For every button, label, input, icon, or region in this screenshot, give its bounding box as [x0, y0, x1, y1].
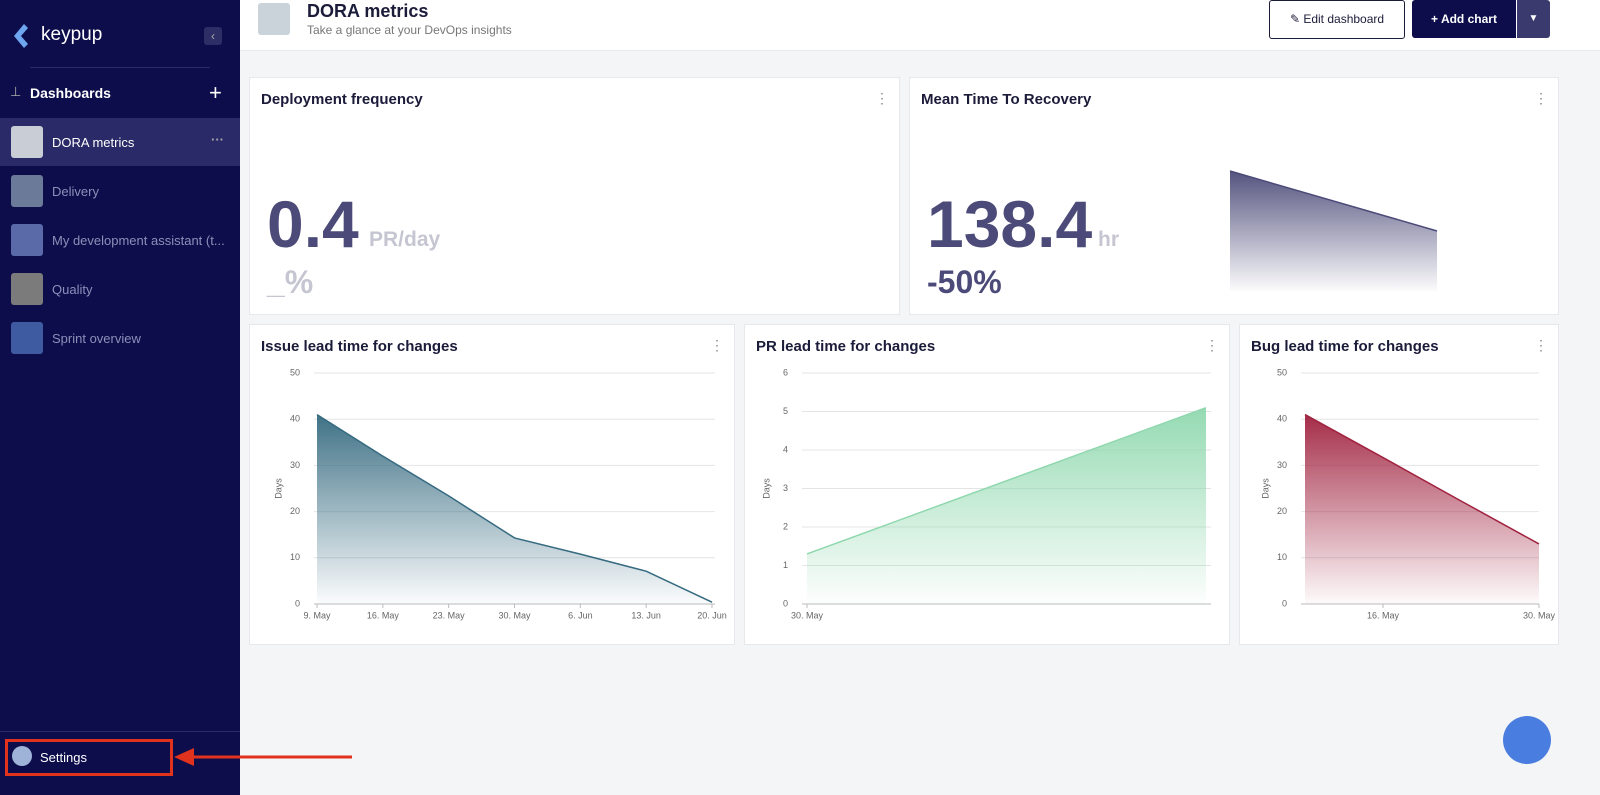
- collapse-button[interactable]: ‹: [204, 27, 222, 45]
- x-tick-label: 30. May: [1523, 610, 1556, 620]
- y-tick-label: 20: [290, 506, 300, 516]
- widget: Deployment frequency ⋮ 0.4 PR/day _%: [249, 77, 900, 315]
- x-tick-label: 30. May: [498, 610, 531, 620]
- y-tick-label: 30: [1277, 460, 1287, 470]
- y-axis-label: Days: [273, 478, 283, 499]
- divider: [30, 67, 210, 68]
- x-tick-label: 13. Jun: [631, 610, 661, 620]
- x-tick-label: 16. May: [367, 610, 400, 620]
- metric-unit: hr: [1098, 228, 1119, 251]
- x-tick-label: 16. May: [1367, 610, 1400, 620]
- widget-menu[interactable]: ⋮: [1534, 90, 1548, 106]
- y-tick-label: 30: [290, 460, 300, 470]
- nav-item[interactable]: DORA metrics ···: [0, 118, 240, 166]
- widget-menu[interactable]: ⋮: [1205, 337, 1219, 353]
- add-dashboard[interactable]: +: [209, 80, 222, 105]
- line: [1229, 170, 1438, 232]
- widget-menu[interactable]: ⋮: [710, 337, 724, 353]
- chat-button[interactable]: [1503, 716, 1551, 764]
- line: [316, 413, 713, 603]
- page-title: DORA metrics: [307, 1, 429, 21]
- x-tick-label: 6. Jun: [568, 610, 593, 620]
- y-tick-label: 1: [783, 560, 788, 570]
- metric-value: 0.4: [267, 187, 359, 261]
- nav-item[interactable]: My development assistant (t...: [0, 216, 240, 264]
- area: [317, 414, 712, 604]
- brand: keypup: [41, 24, 103, 45]
- metric-unit: PR/day: [369, 228, 441, 251]
- area: [1230, 171, 1437, 291]
- x-tick-label: 30. May: [791, 610, 824, 620]
- widget-title: PR lead time for changes: [756, 338, 936, 355]
- sidebar: keypup ‹ ⊥ Dashboards + DORA metrics ··· …: [0, 0, 240, 795]
- widget-title: Issue lead time for changes: [261, 338, 458, 355]
- divider: [0, 731, 240, 732]
- area: [1305, 414, 1539, 604]
- widget-menu[interactable]: ⋮: [1534, 337, 1548, 353]
- nav-item[interactable]: Quality: [0, 265, 240, 313]
- chart: 0 10 20 30 40 50 Days 9. May 16. May 23. May 30. M…: [273, 367, 727, 620]
- y-tick-label: 20: [1277, 506, 1287, 516]
- metric-change: _%: [267, 264, 314, 300]
- y-tick-label: 2: [783, 521, 788, 531]
- y-tick-label: 10: [1277, 552, 1287, 562]
- logo-icon: [14, 24, 28, 48]
- widget: Bug lead time for changes ⋮ 0 10 20 30 40 50 Da…: [1239, 324, 1559, 645]
- top-bar: DORA metrics Take a glance at your DevOp…: [240, 0, 1600, 51]
- page-subtitle: Take a glance at your DevOps insights: [307, 23, 512, 37]
- y-axis-label: Days: [1260, 478, 1270, 499]
- y-tick-label: 50: [1277, 367, 1287, 377]
- widget-title: Mean Time To Recovery: [921, 91, 1092, 108]
- y-tick-label: 0: [783, 598, 788, 608]
- avatar: [12, 746, 32, 766]
- section-title: Dashboards: [30, 85, 111, 101]
- add-chart-button[interactable]: + Add chart: [1412, 0, 1516, 38]
- widget-title: Deployment frequency: [261, 91, 423, 108]
- y-tick-label: 40: [290, 414, 300, 424]
- y-tick-label: 4: [783, 444, 788, 454]
- y-tick-label: 3: [783, 483, 788, 493]
- area: [807, 407, 1206, 604]
- y-tick-label: 0: [1282, 598, 1287, 608]
- widget: PR lead time for changes ⋮ 0 1 2 3 4 5 6 Days 30.…: [744, 324, 1230, 645]
- x-tick-label: 23. May: [433, 610, 466, 620]
- line: [1304, 413, 1540, 545]
- pin-icon: ⊥: [10, 84, 22, 99]
- dashboard-icon: [258, 3, 290, 35]
- x-tick-label: 20. Jun: [697, 610, 727, 620]
- y-tick-label: 40: [1277, 414, 1287, 424]
- widget: Mean Time To Recovery ⋮ 138.4 hr -50%: [909, 77, 1559, 315]
- widget-menu[interactable]: ⋮: [875, 90, 889, 106]
- y-tick-label: 50: [290, 367, 300, 377]
- line: [806, 406, 1207, 555]
- x-tick-label: 9. May: [303, 610, 331, 620]
- y-tick-label: 6: [783, 367, 788, 377]
- metric-change: -50%: [927, 264, 1002, 300]
- nav-item[interactable]: Delivery: [0, 167, 240, 215]
- y-tick-label: 0: [295, 598, 300, 608]
- sparkline: [1229, 170, 1438, 291]
- annotation-arrow: [174, 748, 352, 766]
- chart: 0 10 20 30 40 50 Days 16. May 30. May: [1260, 367, 1556, 620]
- settings-link[interactable]: Settings: [40, 750, 87, 765]
- chart: 0 1 2 3 4 5 6 Days 30. May: [761, 367, 1211, 620]
- nav-item[interactable]: Sprint overview: [0, 314, 240, 362]
- edit-dashboard-button[interactable]: ✎ Edit dashboard: [1269, 0, 1405, 39]
- metric-value: 138.4: [927, 187, 1093, 261]
- y-axis-label: Days: [761, 478, 771, 499]
- y-tick-label: 10: [290, 552, 300, 562]
- highlight-box: [5, 739, 173, 776]
- widget-title: Bug lead time for changes: [1251, 338, 1439, 355]
- widget: Issue lead time for changes ⋮ 0 10 20 30 40 50…: [249, 324, 735, 645]
- y-tick-label: 5: [783, 406, 788, 416]
- add-chart-dropdown[interactable]: ▼: [1517, 0, 1550, 38]
